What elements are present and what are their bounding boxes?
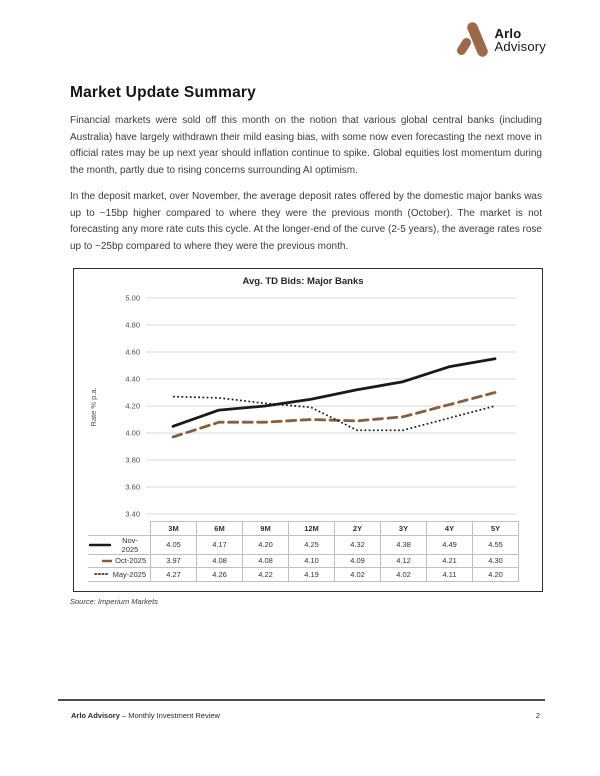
table-row-may-2025: May-2025 4.27 4.26 4.22 4.19 4.02 4.02 4.11 4.20 xyxy=(88,567,519,582)
y-axis-tick-label: 4.60 xyxy=(125,348,140,357)
y-axis-tick-label: 4.00 xyxy=(125,429,140,438)
value-cell: 4.32 xyxy=(334,534,381,555)
brand-logo: Arlo Advisory xyxy=(456,21,546,59)
value-cell: 4.25 xyxy=(288,534,335,555)
chart-data-table: 3M 6M 9M 12M 2Y 3Y 4Y 5Y Nov-2025 4.05 4.17 4.20 4.2… xyxy=(88,521,519,582)
value-cell: 4.10 xyxy=(288,553,335,568)
table-row-oct-2025: Oct-2025 3.97 4.08 4.08 4.10 4.09 4.12 4.21 4.30 xyxy=(88,553,519,568)
page-footer: Arlo Advisory – Monthly Investment Revie… xyxy=(58,699,545,720)
y-axis-title: Rate % p.a. xyxy=(89,387,98,426)
y-axis-tick-label: 4.80 xyxy=(125,321,140,330)
legend-label: Oct-2025 xyxy=(115,556,146,566)
value-cell: 4.22 xyxy=(242,567,289,582)
value-cell: 3.97 xyxy=(150,553,197,568)
y-axis-tick-label: 4.20 xyxy=(125,402,140,411)
paragraph-deposit-market: In the deposit market, over November, th… xyxy=(70,191,542,252)
column-header-5y: 5Y xyxy=(472,521,519,536)
legend-label: Nov-2025 xyxy=(121,535,139,554)
y-axis-tick-label: 3.60 xyxy=(125,483,140,492)
series-line-oct-2025 xyxy=(171,391,497,439)
table-row-nov-2025: Nov-2025 4.05 4.17 4.20 4.25 4.32 4.38 4.49 4.55 xyxy=(88,534,519,555)
page-content: Market Update Summary Financial markets … xyxy=(70,84,543,606)
chart-title: Avg. TD Bids: Major Banks xyxy=(242,276,364,287)
value-cell: 4.02 xyxy=(380,567,427,582)
value-cell: 4.08 xyxy=(196,553,243,568)
value-cell: 4.20 xyxy=(242,534,289,555)
value-cell: 4.49 xyxy=(426,534,473,555)
column-header-9m: 9M xyxy=(242,521,289,536)
brand-name: Arlo xyxy=(494,26,522,41)
value-cell: 4.27 xyxy=(150,567,197,582)
brand-logo-text: Arlo Advisory xyxy=(495,27,546,53)
y-axis-tick-label: 3.40 xyxy=(125,510,140,519)
footer-brand: Arlo Advisory xyxy=(71,711,120,720)
value-cell: 4.30 xyxy=(472,553,519,568)
y-axis-tick-label: 3.80 xyxy=(125,456,140,465)
footer-document-title: Arlo Advisory – Monthly Investment Revie… xyxy=(71,711,220,720)
line-plot: 5.00 4.80 4.60 4.40 4.20 4.00 3.80 3.60 3.40 Rate… xyxy=(89,294,516,519)
td-bids-chart: Avg. TD Bids: Major Banks 5.00 4.80 4.60 4.… xyxy=(73,268,543,592)
page-number: 2 xyxy=(535,711,540,720)
value-cell: 4.02 xyxy=(334,567,381,582)
footer-review-title: – Monthly Investment Review xyxy=(122,711,220,720)
arlo-logo-icon xyxy=(456,22,488,57)
series-line-nov-2025 xyxy=(171,357,497,428)
value-cell: 4.09 xyxy=(334,553,381,568)
column-header-2y: 2Y xyxy=(334,521,381,536)
source-note: Source: Imperium Markets xyxy=(70,596,158,606)
y-axis-tick-label: 4.40 xyxy=(125,375,140,384)
table-corner-cell xyxy=(88,521,151,536)
paragraph-market-overview: Financial markets were sold off this mon… xyxy=(70,115,542,176)
legend-cell: Oct-2025 xyxy=(88,553,151,568)
column-header-12m: 12M xyxy=(288,521,335,536)
legend-marker-solid-icon xyxy=(89,543,111,546)
footer-row: Arlo Advisory – Monthly Investment Revie… xyxy=(58,701,545,720)
y-axis-tick-label: 5.00 xyxy=(125,294,140,303)
column-header-3m: 3M xyxy=(150,521,197,536)
value-cell: 4.26 xyxy=(196,567,243,582)
value-cell: 4.11 xyxy=(426,567,473,582)
column-header-4y: 4Y xyxy=(426,521,473,536)
brand-subname: Advisory xyxy=(494,39,546,54)
legend-marker-dashed-icon xyxy=(102,559,113,563)
value-cell: 4.20 xyxy=(472,567,519,582)
legend-cell: May-2025 xyxy=(88,567,151,582)
value-cell: 4.05 xyxy=(150,534,197,555)
legend-cell: Nov-2025 xyxy=(88,534,151,555)
legend-label: May-2025 xyxy=(112,569,146,579)
value-cell: 4.12 xyxy=(380,553,427,568)
value-cell: 4.19 xyxy=(288,567,335,582)
page-title: Market Update Summary xyxy=(70,84,256,101)
legend-marker-dotted-icon xyxy=(93,573,110,576)
value-cell: 4.17 xyxy=(196,534,243,555)
value-cell: 4.55 xyxy=(472,534,519,555)
footer-divider xyxy=(58,699,545,701)
column-header-3y: 3Y xyxy=(380,521,427,536)
column-header-6m: 6M xyxy=(196,521,243,536)
value-cell: 4.21 xyxy=(426,553,473,568)
value-cell: 4.38 xyxy=(380,534,427,555)
series-line-may-2025 xyxy=(172,395,496,432)
value-cell: 4.08 xyxy=(242,553,289,568)
